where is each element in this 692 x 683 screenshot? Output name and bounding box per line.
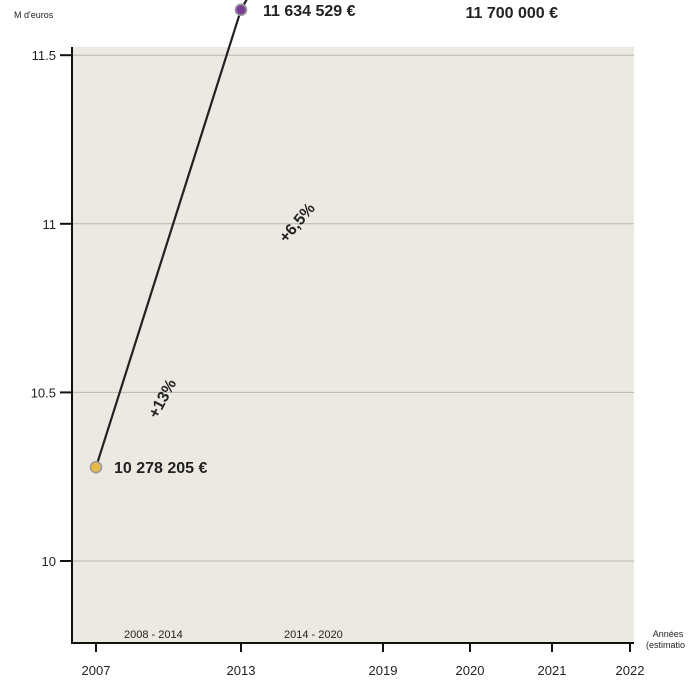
x-tick-label: 2013 (227, 663, 256, 678)
x-axis-unit-label: Années (653, 629, 684, 639)
x-tick-label: 2021 (538, 663, 567, 678)
y-tick-label: 11 (43, 217, 57, 232)
data-point (89, 460, 103, 474)
data-label: 11 700 000 € (465, 5, 558, 22)
data-point (234, 3, 248, 17)
x-tick-label: 2019 (369, 663, 398, 678)
plot-background (72, 47, 634, 643)
data-points (89, 3, 248, 474)
period-label-1: 2008 - 2014 (124, 629, 183, 641)
y-tick-label: 10.5 (31, 385, 56, 400)
y-axis-unit-label: M d'euros (14, 10, 54, 20)
period-label-2: 2014 - 2020 (284, 629, 343, 641)
series-line (94, 0, 248, 468)
x-ticks: 2007 2013 2019 2020 2021 2022 (82, 643, 645, 678)
y-tick-label: 10 (42, 554, 56, 569)
x-tick-label: 2020 (456, 663, 485, 678)
x-axis-unit-sublabel: (estimatio (646, 640, 685, 650)
data-label: 10 278 205 € (114, 460, 208, 477)
data-label: 11 634 529 € (263, 3, 356, 20)
y-tick-label: 11.5 (32, 48, 56, 63)
gridlines (72, 54, 634, 562)
x-tick-label: 2022 (616, 663, 645, 678)
data-labels: 10 278 205 €11 634 529 €12 400 000 €12 1… (114, 3, 558, 477)
x-tick-label: 2007 (82, 663, 111, 678)
